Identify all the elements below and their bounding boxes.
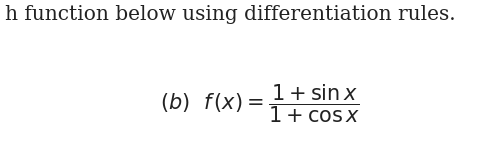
Text: h function below using differentiation rules.: h function below using differentiation r… <box>5 5 456 24</box>
Text: $\mathit{(b)}\ \ f\,(x) = \dfrac{1+\sin x}{1+\cos x}$: $\mathit{(b)}\ \ f\,(x) = \dfrac{1+\sin … <box>160 83 360 125</box>
